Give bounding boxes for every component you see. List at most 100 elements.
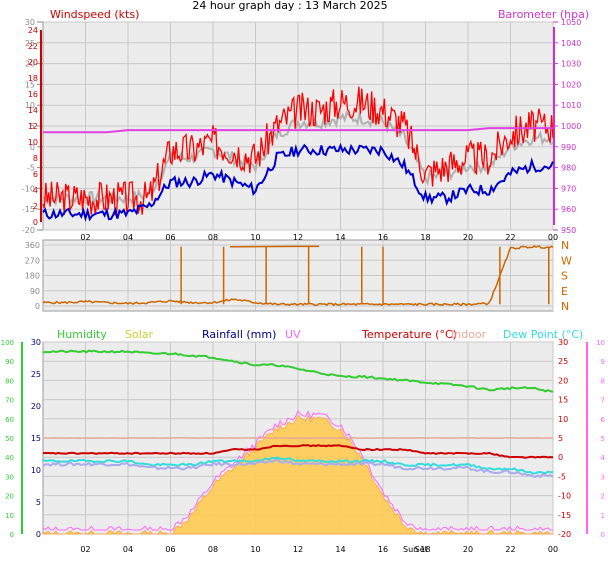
uv-tick-label: 0	[601, 531, 605, 539]
barometer-tick-label: 990	[561, 143, 576, 152]
direction-tick-label: 0	[35, 302, 40, 311]
windspeed-tick-label: 20	[28, 58, 38, 67]
barometer-tick-label: 1040	[561, 39, 581, 48]
temperature-tick-label: 25	[558, 357, 568, 366]
temperature-tick-label: 20	[558, 376, 568, 385]
windspeed-label: Windspeed (kts)	[50, 8, 139, 21]
hour-label: 22	[505, 545, 515, 554]
temperature-tick-label: 10	[558, 415, 568, 424]
hour-label: 10	[250, 233, 260, 242]
barometer-tick-label: 950	[561, 226, 576, 235]
direction-tick-label: 270	[25, 256, 40, 265]
humidity-tick-label: 0	[10, 531, 14, 539]
humidity-tick-label: 90	[5, 358, 14, 366]
hour-label: 02	[80, 545, 90, 554]
barometer-tick-label: 1050	[561, 18, 581, 27]
compass-label: N	[561, 300, 569, 313]
hour-label: 16	[378, 233, 388, 242]
left-tick-label: -20	[22, 226, 35, 235]
humidity-tick-label: 30	[5, 473, 14, 481]
hour-label: 18	[420, 233, 430, 242]
hour-label: 00	[548, 545, 558, 554]
legend-item: Solar	[125, 328, 154, 341]
set-label: Set	[415, 545, 428, 554]
temperature-tick-label: -20	[558, 530, 571, 539]
compass-label: N	[561, 239, 569, 252]
humidity-tick-label: 70	[5, 397, 14, 405]
compass-label: W	[561, 254, 572, 267]
hour-label: 04	[123, 545, 133, 554]
legend-item: Humidity	[57, 328, 107, 341]
direction-tick-label: 90	[30, 287, 40, 296]
humidity-tick-label: 50	[5, 435, 14, 443]
windspeed-tick-label: 2	[33, 202, 38, 211]
hour-label: 06	[165, 545, 175, 554]
hour-label: 12	[293, 545, 303, 554]
legend-item: Temperature (°C)	[361, 328, 457, 341]
uv-tick-label: 9	[601, 358, 605, 366]
hour-label: 14	[335, 545, 345, 554]
barometer-tick-label: 970	[561, 184, 576, 193]
uv-tick-label: 7	[601, 397, 605, 405]
windspeed-tick-label: 16	[28, 90, 38, 99]
hour-label: 08	[208, 545, 218, 554]
legend-item: Dew Point (°C)	[503, 328, 583, 341]
windspeed-tick-label: 18	[28, 74, 38, 83]
uv-tick-label: 1	[601, 512, 605, 520]
rain-tick-label: 0	[36, 530, 41, 539]
uv-tick-label: 6	[601, 416, 606, 424]
hour-label: 02	[80, 233, 90, 242]
windspeed-tick-label: 14	[28, 106, 38, 115]
rain-tick-label: 10	[31, 466, 41, 475]
barometer-tick-label: 1030	[561, 60, 581, 69]
direction-tick-label: 360	[25, 241, 40, 250]
hour-label: 20	[463, 233, 473, 242]
humidity-tick-label: 100	[1, 339, 14, 347]
legend-item: Indoor	[451, 328, 487, 341]
direction-tick-label: 180	[25, 272, 40, 281]
chart-title: 24 hour graph day : 13 March 2025	[192, 0, 387, 12]
hour-label: 12	[293, 233, 303, 242]
humidity-tick-label: 60	[5, 416, 14, 424]
uv-tick-label: 4	[601, 454, 606, 462]
humidity-tick-label: 40	[5, 454, 14, 462]
hour-label: 04	[123, 233, 133, 242]
temperature-tick-label: 5	[558, 434, 563, 443]
legend-item: Rainfall (mm)	[202, 328, 276, 341]
windspeed-tick-label: 6	[33, 170, 38, 179]
hour-label: 22	[505, 233, 515, 242]
rain-tick-label: 5	[36, 498, 41, 507]
temperature-tick-label: 30	[558, 338, 568, 347]
hour-label: 20	[463, 545, 473, 554]
hour-label: 08	[208, 233, 218, 242]
barometer-tick-label: 1010	[561, 101, 581, 110]
rain-tick-label: 30	[31, 338, 41, 347]
windspeed-tick-label: 22	[28, 42, 38, 51]
humidity-tick-label: 20	[5, 493, 14, 501]
uv-tick-label: 8	[601, 377, 605, 385]
windspeed-tick-label: 10	[28, 138, 38, 147]
compass-label: E	[561, 285, 568, 298]
windspeed-tick-label: 12	[28, 122, 38, 131]
temperature-tick-label: -5	[558, 472, 566, 481]
windspeed-tick-label: 8	[33, 154, 38, 163]
barometer-tick-label: 960	[561, 205, 576, 214]
rain-tick-label: 15	[31, 434, 41, 443]
hour-label: 00	[548, 233, 558, 242]
rain-tick-label: 25	[31, 370, 41, 379]
uv-tick-label: 3	[601, 473, 605, 481]
uv-tick-label: 2	[601, 493, 605, 501]
windspeed-tick-label: 24	[28, 26, 38, 35]
temperature-tick-label: -15	[558, 511, 571, 520]
rain-tick-label: 20	[31, 402, 41, 411]
hour-label: 16	[378, 545, 388, 554]
humidity-tick-label: 10	[5, 512, 14, 520]
windspeed-tick-label: 0	[33, 218, 38, 227]
hour-label: 06	[165, 233, 175, 242]
windspeed-tick-label: 4	[33, 186, 38, 195]
compass-label: S	[561, 270, 568, 283]
